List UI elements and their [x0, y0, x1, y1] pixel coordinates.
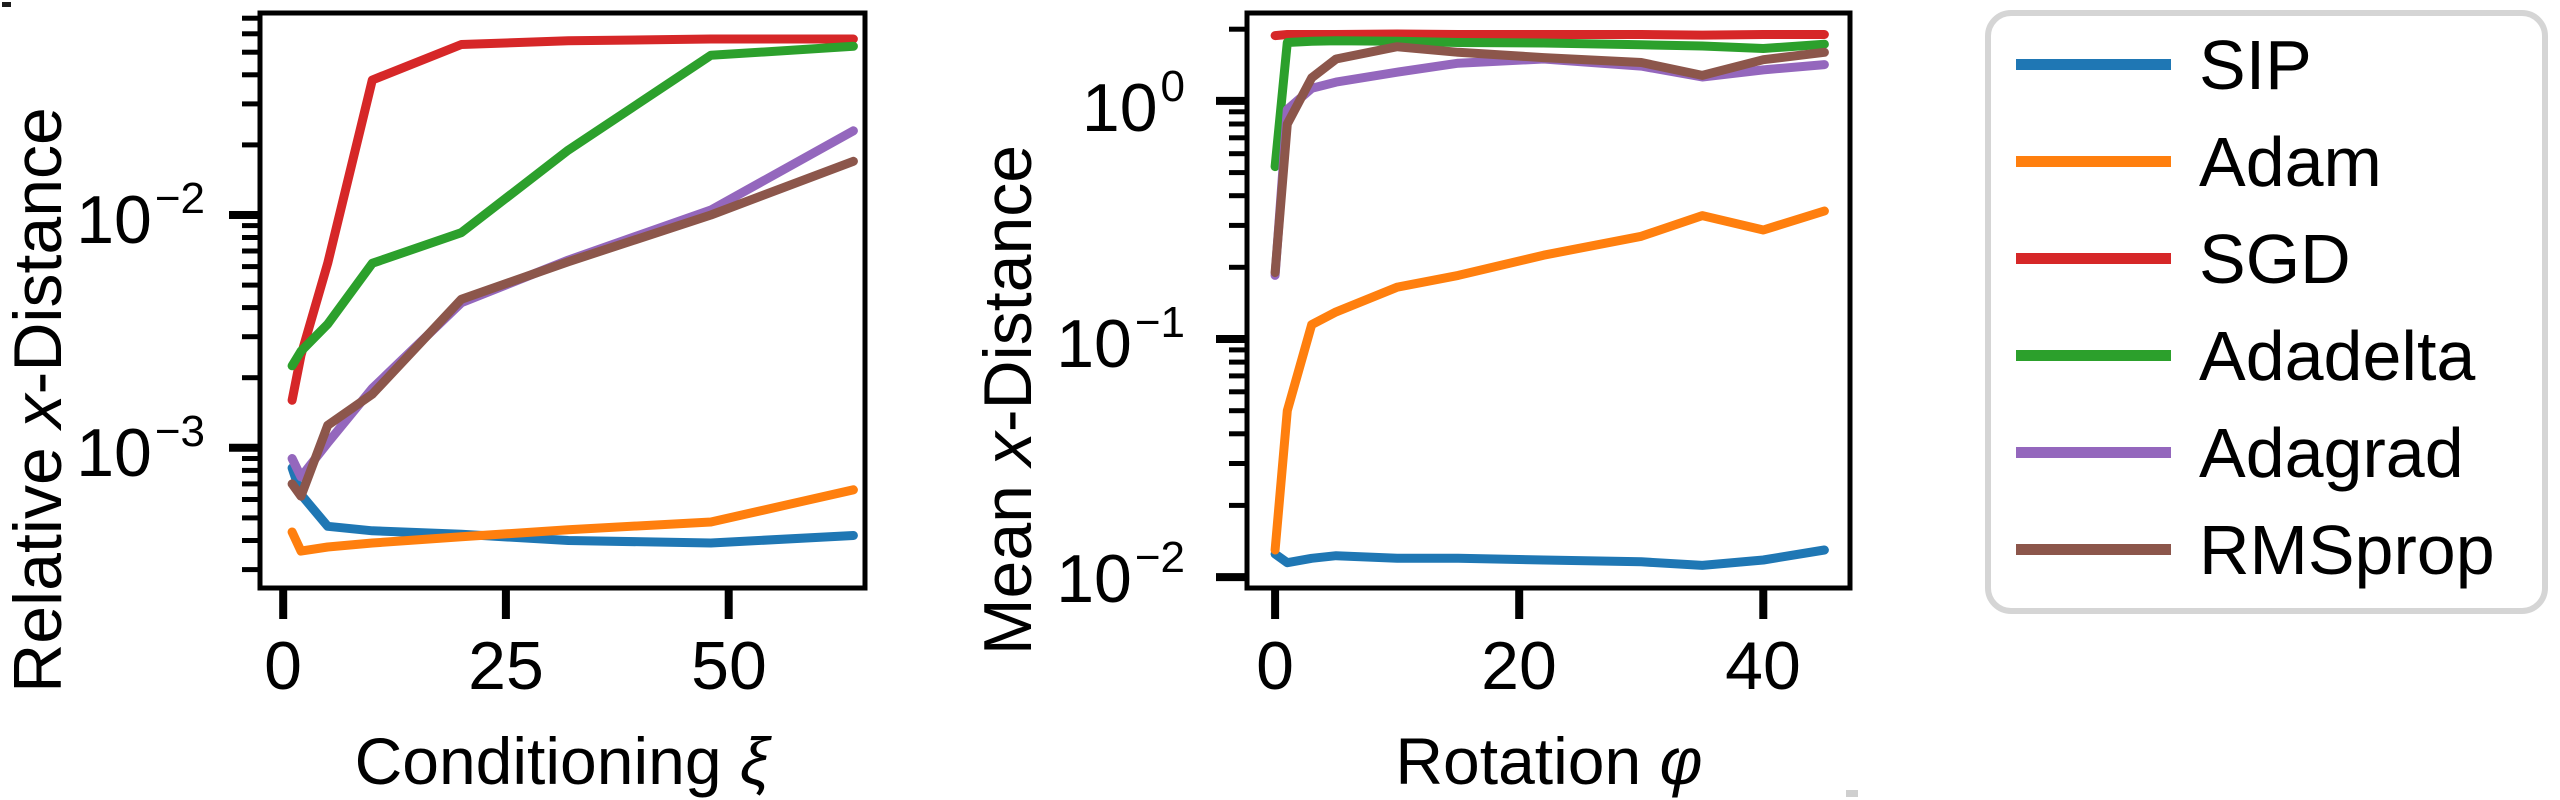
screenshot-artifact: [1846, 790, 1858, 797]
tick-exponent: −1: [1134, 298, 1185, 348]
series-line-adadelta: [1270, 36, 1829, 172]
adam-line-swatch: [2016, 156, 2171, 167]
legend-item-sip: SIP: [2016, 16, 2542, 113]
legend-item-adagrad: Adagrad: [2016, 404, 2542, 501]
right-y-tick-label-1e-1: 10−1: [1020, 301, 1185, 379]
series-line-sgd: [287, 34, 858, 405]
series-line-rmsprop: [287, 156, 858, 501]
series-line-sip: [1270, 545, 1829, 570]
screenshot-artifact: [2, 2, 11, 7]
ylabel-math-var: x: [970, 432, 1046, 467]
right-y-tick-label-1e-2: 10−2: [1020, 536, 1185, 614]
series-line-rmsprop: [1270, 42, 1829, 278]
axes-frame: [257, 10, 868, 591]
legend-item-sgd: SGD: [2016, 210, 2542, 307]
right-x-tick-label-40: 40: [1725, 628, 1801, 704]
left-x-tick-label-50: 50: [691, 628, 767, 704]
right-x-axis-label: Rotation φ: [1395, 728, 1702, 794]
tick-exponent: −2: [154, 174, 205, 224]
tick-exponent: 0: [1160, 62, 1185, 112]
legend-label: Adam: [2199, 122, 2382, 201]
tick-exponent: −3: [154, 407, 205, 457]
series-line-sip: [287, 463, 858, 548]
right-x-tick-label-20: 20: [1481, 628, 1557, 704]
series-line-adadelta: [287, 41, 858, 371]
legend-label: Adagrad: [2199, 413, 2464, 492]
series-line-adagrad: [287, 126, 858, 482]
adagrad-line-swatch: [2016, 447, 2171, 458]
legend-item-adam: Adam: [2016, 113, 2542, 210]
right-x-tick-label-0: 0: [1256, 628, 1294, 704]
tick-base: 10: [1056, 306, 1132, 383]
ylabel-suffix: -Distance: [970, 144, 1046, 433]
xlabel-prefix: Conditioning: [354, 724, 740, 798]
tick-base: 10: [76, 182, 152, 259]
sip-line-swatch: [2016, 59, 2171, 70]
legend-box: SIP Adam SGD Adadelta Adagrad RMSprop: [1985, 10, 2548, 614]
series-line-adagrad: [1270, 54, 1829, 280]
legend-item-rmsprop: RMSprop: [2016, 501, 2542, 598]
left-y-tick-label-1e-2: 10−2: [40, 177, 205, 255]
series-line-adam: [287, 485, 858, 556]
legend-label: SGD: [2199, 219, 2351, 298]
xlabel-math-var: ξ: [739, 724, 770, 798]
legend-label: RMSprop: [2199, 510, 2495, 589]
rmsprop-line-swatch: [2016, 544, 2171, 555]
series-line-adam: [1270, 206, 1829, 555]
left-x-tick-label-25: 25: [468, 628, 544, 704]
axes-frame: [1244, 10, 1853, 591]
tick-base: 10: [76, 415, 152, 492]
xlabel-math-var: φ: [1659, 724, 1703, 798]
xlabel-prefix: Rotation: [1395, 724, 1660, 798]
legend-label: SIP: [2199, 25, 2312, 104]
left-x-axis-label: Conditioning ξ: [355, 728, 770, 794]
sgd-line-swatch: [2016, 253, 2171, 264]
tick-base: 10: [1056, 541, 1132, 618]
tick-exponent: −2: [1134, 533, 1185, 583]
legend-label: Adadelta: [2199, 316, 2476, 395]
left-x-tick-label-0: 0: [264, 628, 302, 704]
series-line-sgd: [1270, 29, 1829, 41]
right-y-tick-label-1e0: 100: [1020, 65, 1185, 143]
tick-base: 10: [1081, 70, 1158, 147]
left-y-tick-label-1e-3: 10−3: [40, 410, 205, 488]
legend-item-adadelta: Adadelta: [2016, 307, 2542, 404]
adadelta-line-swatch: [2016, 350, 2171, 361]
